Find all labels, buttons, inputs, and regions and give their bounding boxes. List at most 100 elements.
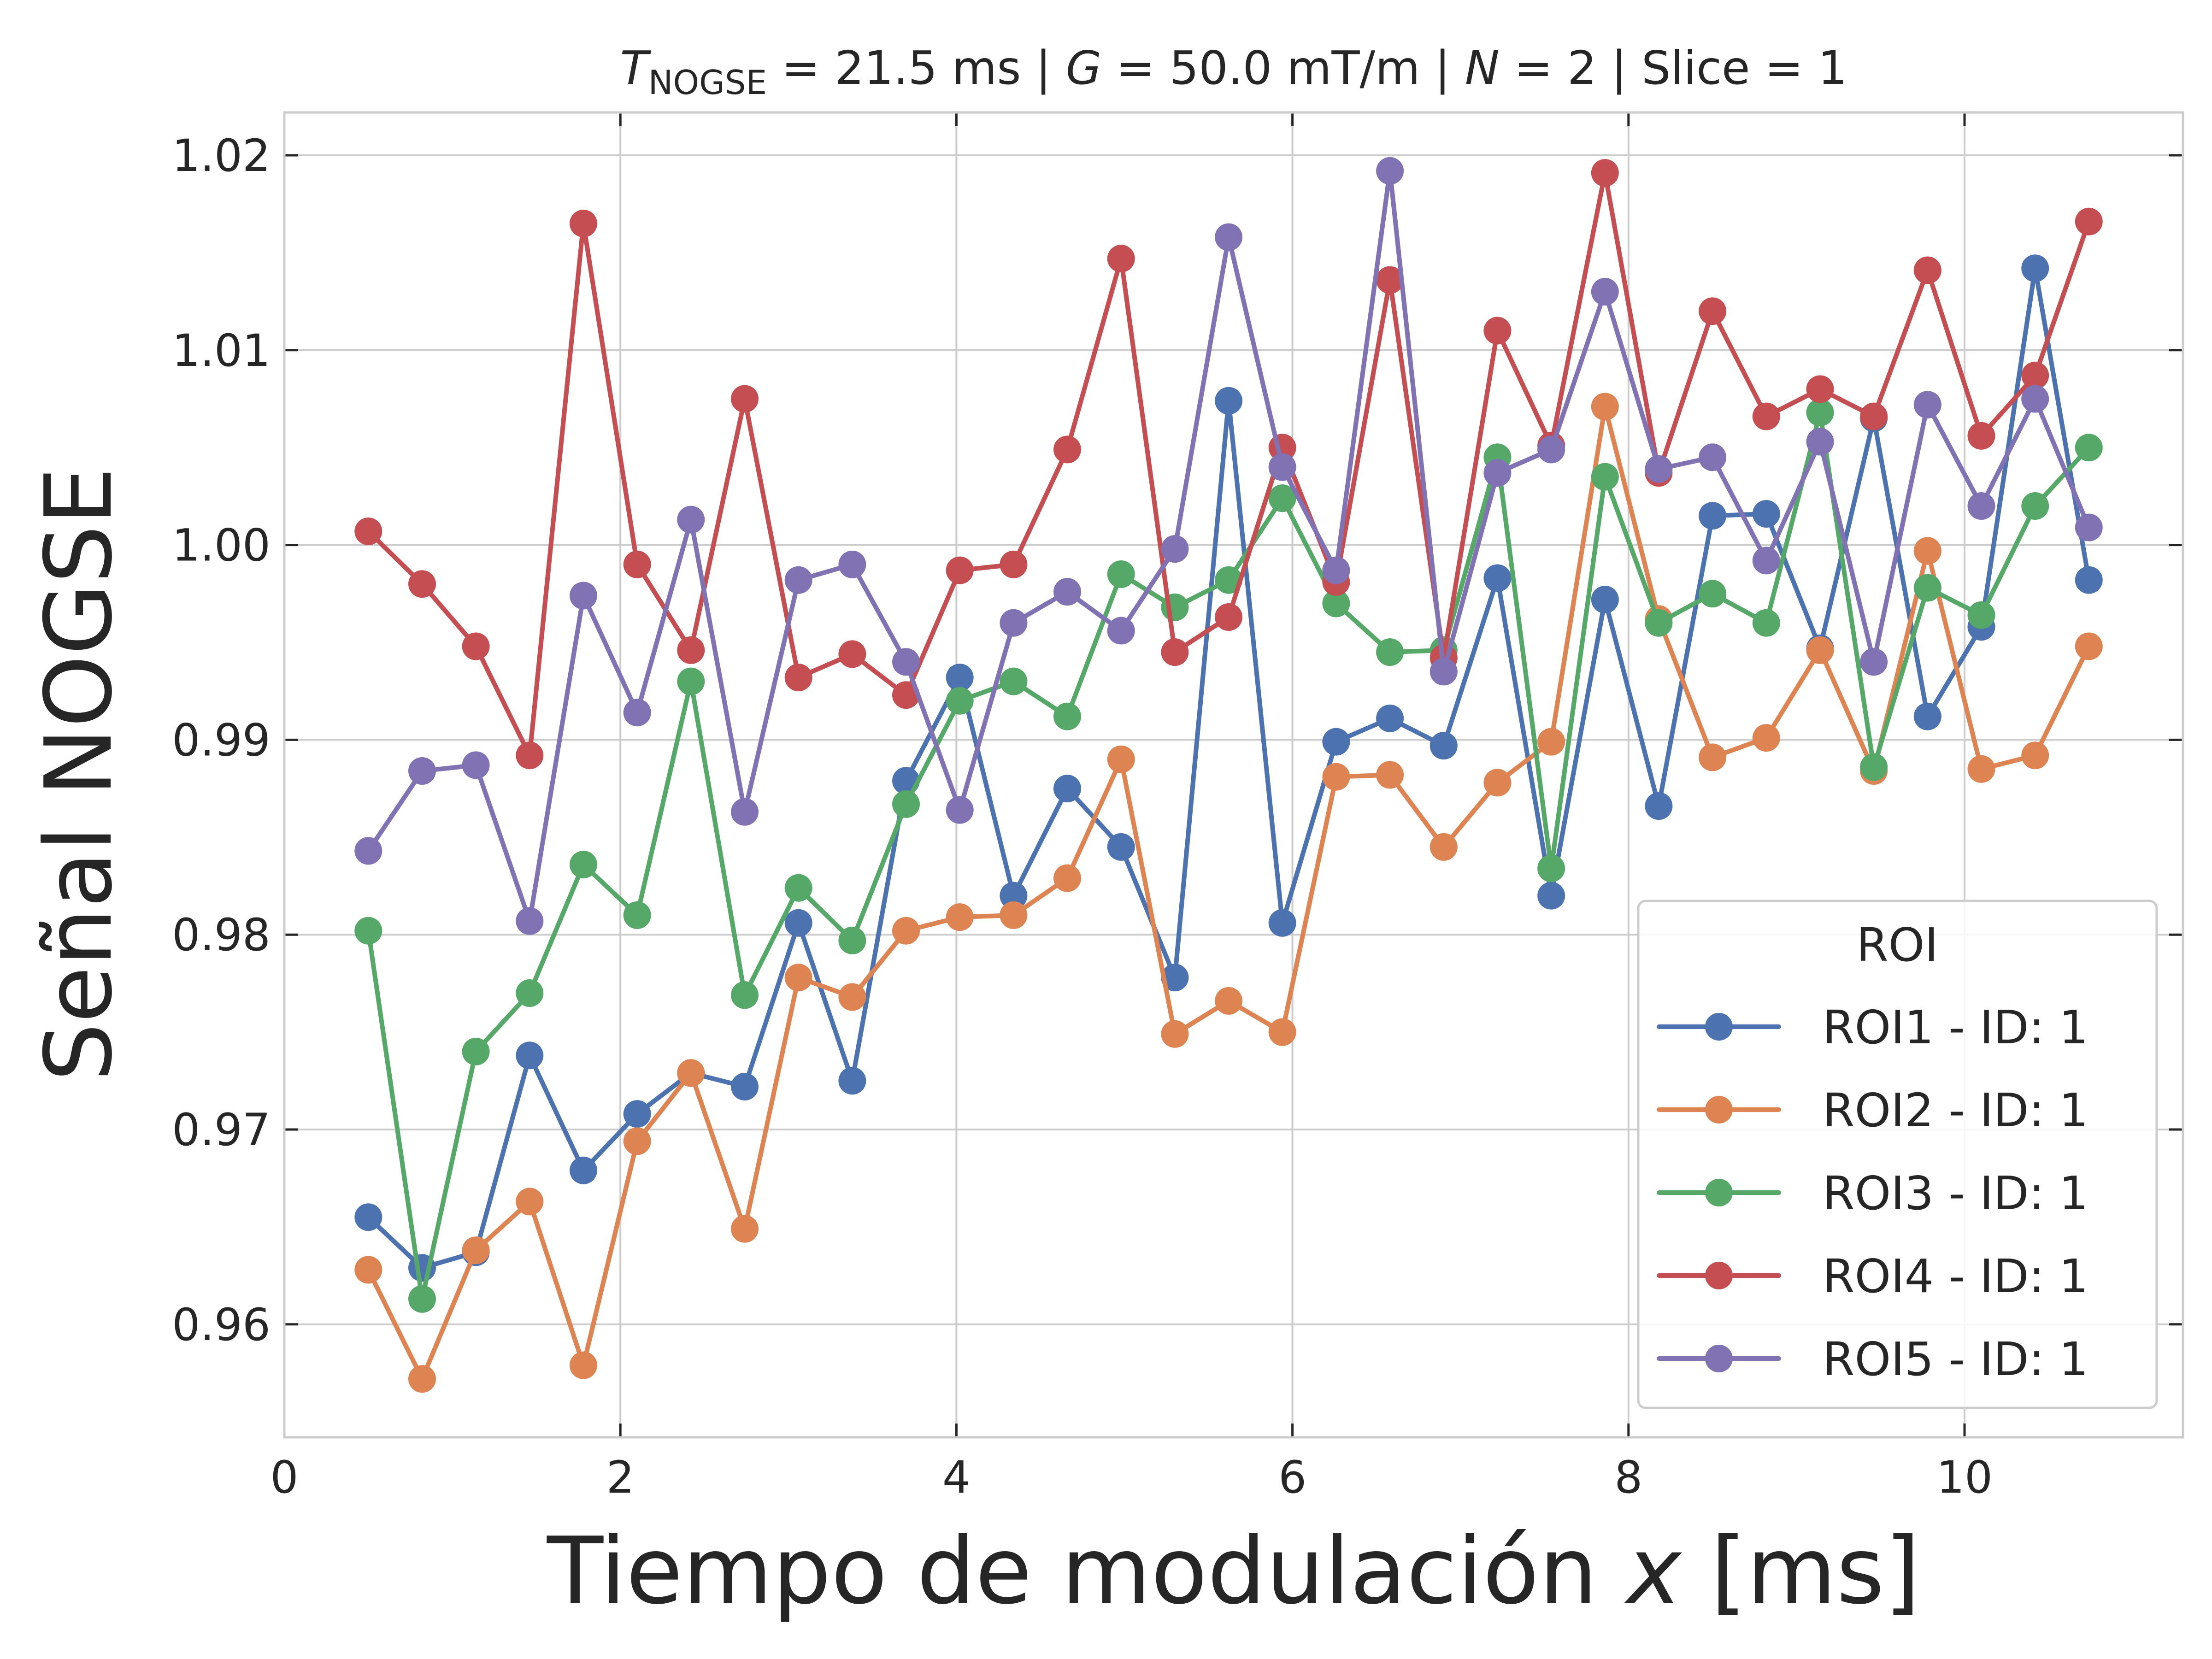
data-point bbox=[462, 1037, 490, 1065]
data-point bbox=[677, 1059, 705, 1087]
data-point bbox=[1268, 909, 1296, 937]
title-part-2: = 50.0 mT/m | bbox=[1101, 41, 1465, 95]
data-point bbox=[516, 979, 544, 1007]
legend-box bbox=[1637, 900, 2158, 1409]
y-tick-label: 1.00 bbox=[172, 520, 271, 571]
data-point bbox=[1967, 601, 1995, 629]
data-point bbox=[1699, 580, 1727, 608]
legend-item: ROI4 - ID: 1 bbox=[1657, 1249, 2088, 1303]
data-point bbox=[731, 798, 759, 826]
title-var-t: T bbox=[620, 41, 652, 95]
data-point bbox=[1161, 535, 1189, 563]
data-point bbox=[1215, 987, 1243, 1015]
y-tick-label: 1.02 bbox=[172, 130, 271, 182]
data-point bbox=[731, 385, 759, 413]
data-point bbox=[1699, 502, 1727, 530]
data-point bbox=[946, 903, 974, 931]
data-point bbox=[1752, 609, 1780, 637]
title-part-1: = 21.5 ms | bbox=[767, 41, 1066, 95]
data-point bbox=[946, 664, 974, 692]
data-point bbox=[1215, 387, 1243, 415]
data-point bbox=[462, 1236, 490, 1265]
data-point bbox=[462, 751, 490, 779]
data-point bbox=[1645, 609, 1673, 637]
data-point bbox=[1967, 492, 1995, 520]
data-point bbox=[1699, 743, 1727, 771]
data-point bbox=[892, 790, 920, 818]
series-roi5 bbox=[354, 157, 2103, 935]
data-point bbox=[1699, 297, 1727, 325]
data-point bbox=[677, 667, 705, 695]
y-tick-label: 1.01 bbox=[172, 325, 271, 377]
data-point bbox=[946, 556, 974, 584]
plot-frame bbox=[283, 111, 2184, 1439]
data-point bbox=[516, 907, 544, 935]
data-point bbox=[1107, 745, 1135, 773]
legend-label: ROI5 - ID: 1 bbox=[1823, 1332, 2088, 1386]
data-point bbox=[1000, 609, 1028, 637]
title-part-3: = 2 | Slice = 1 bbox=[1500, 41, 1847, 95]
data-point bbox=[1483, 769, 1512, 797]
data-point bbox=[1591, 393, 1619, 421]
data-point bbox=[892, 681, 920, 709]
data-point bbox=[1000, 550, 1028, 578]
data-point bbox=[623, 1100, 651, 1128]
data-point bbox=[838, 640, 866, 668]
data-point bbox=[1430, 658, 1458, 686]
data-point bbox=[570, 1351, 597, 1379]
legend-items: ROI1 - ID: 1 ROI2 - ID: 1 ROI3 - ID: 1 ROI4… bbox=[1657, 1000, 2088, 1386]
data-point bbox=[1053, 864, 1081, 892]
data-point bbox=[784, 964, 812, 992]
data-point bbox=[838, 983, 866, 1011]
data-point bbox=[838, 550, 866, 578]
data-point bbox=[1752, 500, 1780, 528]
data-point bbox=[1752, 547, 1780, 575]
data-point bbox=[2075, 207, 2103, 235]
data-point bbox=[1483, 564, 1512, 592]
data-point bbox=[354, 1203, 382, 1231]
x-axis-label-math: x bbox=[1624, 1518, 1683, 1625]
data-point bbox=[2075, 632, 2103, 660]
chart-title: TNOGSE = 21.5 ms | G = 50.0 mT/m | N = 2… bbox=[620, 41, 1847, 102]
data-point bbox=[1215, 566, 1243, 594]
data-point bbox=[1913, 702, 1941, 730]
series-group bbox=[354, 157, 2103, 1393]
legend-swatch-marker bbox=[1705, 1096, 1733, 1124]
data-point bbox=[623, 901, 651, 929]
data-point bbox=[784, 874, 812, 902]
data-point bbox=[1215, 223, 1243, 251]
data-point bbox=[838, 926, 866, 954]
data-point bbox=[1376, 266, 1404, 294]
y-tick-label: 0.96 bbox=[172, 1299, 271, 1351]
y-tick-label: 0.99 bbox=[172, 714, 271, 766]
data-point bbox=[1591, 586, 1619, 613]
axis-ticks: 0 2 4 6 8 10 0.96 0.97 0.98 0.99 1.00 1.01 1.02 bbox=[172, 112, 2183, 1503]
x-axis-label-unit: [ms] bbox=[1681, 1518, 1920, 1625]
data-point bbox=[1268, 484, 1296, 512]
data-point bbox=[1268, 1018, 1296, 1046]
data-point bbox=[677, 636, 705, 664]
data-point bbox=[570, 210, 597, 237]
data-point bbox=[1913, 574, 1941, 602]
data-point bbox=[1913, 391, 1941, 419]
data-point bbox=[1967, 755, 1995, 783]
data-point bbox=[354, 837, 382, 865]
data-point bbox=[1161, 964, 1189, 992]
data-point bbox=[462, 632, 490, 660]
x-tick-label: 8 bbox=[1614, 1452, 1642, 1503]
data-point bbox=[2075, 513, 2103, 541]
data-point bbox=[1591, 159, 1619, 187]
y-tick-label: 0.97 bbox=[172, 1104, 271, 1156]
legend-label: ROI2 - ID: 1 bbox=[1823, 1083, 2088, 1137]
data-point bbox=[1537, 728, 1565, 756]
data-point bbox=[354, 518, 382, 545]
data-point bbox=[1376, 704, 1404, 732]
legend: ROI ROI1 - ID: 1 ROI2 - ID: 1 ROI3 - ID: 1… bbox=[1637, 900, 2158, 1409]
data-point bbox=[1376, 157, 1404, 185]
data-point bbox=[1107, 560, 1135, 588]
data-point bbox=[731, 981, 759, 1009]
legend-swatch-marker bbox=[1705, 1179, 1733, 1206]
data-point bbox=[1376, 761, 1404, 789]
data-point bbox=[354, 917, 382, 945]
